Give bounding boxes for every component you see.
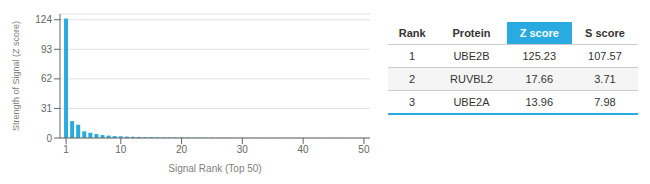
html-text:UBE2B: UBE2B <box>453 50 490 62</box>
html-text:2: 2 <box>409 73 416 85</box>
html-text:RUVBL2: RUVBL2 <box>450 73 493 85</box>
html-text:Z score: Z score <box>519 27 559 39</box>
svg-text:10: 10 <box>115 144 127 155</box>
svg-text:93: 93 <box>41 44 53 55</box>
html-text:S score: S score <box>585 27 625 39</box>
svg-text:124: 124 <box>35 14 52 25</box>
svg-text:Strength of Signal (Z score): Strength of Signal (Z score) <box>11 21 21 131</box>
svg-text:50: 50 <box>358 144 370 155</box>
svg-text:1: 1 <box>63 144 69 155</box>
svg-text:0: 0 <box>46 133 52 144</box>
html-text:Protein: Protein <box>452 27 491 39</box>
html-text:3: 3 <box>409 96 416 108</box>
html-text:Rank: Rank <box>398 27 426 39</box>
html-text:3.71: 3.71 <box>594 73 616 85</box>
svg-text:62: 62 <box>41 73 53 84</box>
svg-text:Signal Rank (Top 50): Signal Rank (Top 50) <box>168 163 261 174</box>
html-text:107.57: 107.57 <box>588 50 622 62</box>
html-text:UBE2A: UBE2A <box>453 96 490 108</box>
svg-text:31: 31 <box>41 103 53 114</box>
svg-text:30: 30 <box>237 144 249 155</box>
svg-text:20: 20 <box>176 144 188 155</box>
svg-text:40: 40 <box>298 144 310 155</box>
html-text:17.66: 17.66 <box>525 73 553 85</box>
html-text:13.96: 13.96 <box>525 96 553 108</box>
html-text:1: 1 <box>409 50 416 62</box>
html-text:7.98: 7.98 <box>594 96 616 108</box>
html-text:125.23: 125.23 <box>522 50 557 62</box>
